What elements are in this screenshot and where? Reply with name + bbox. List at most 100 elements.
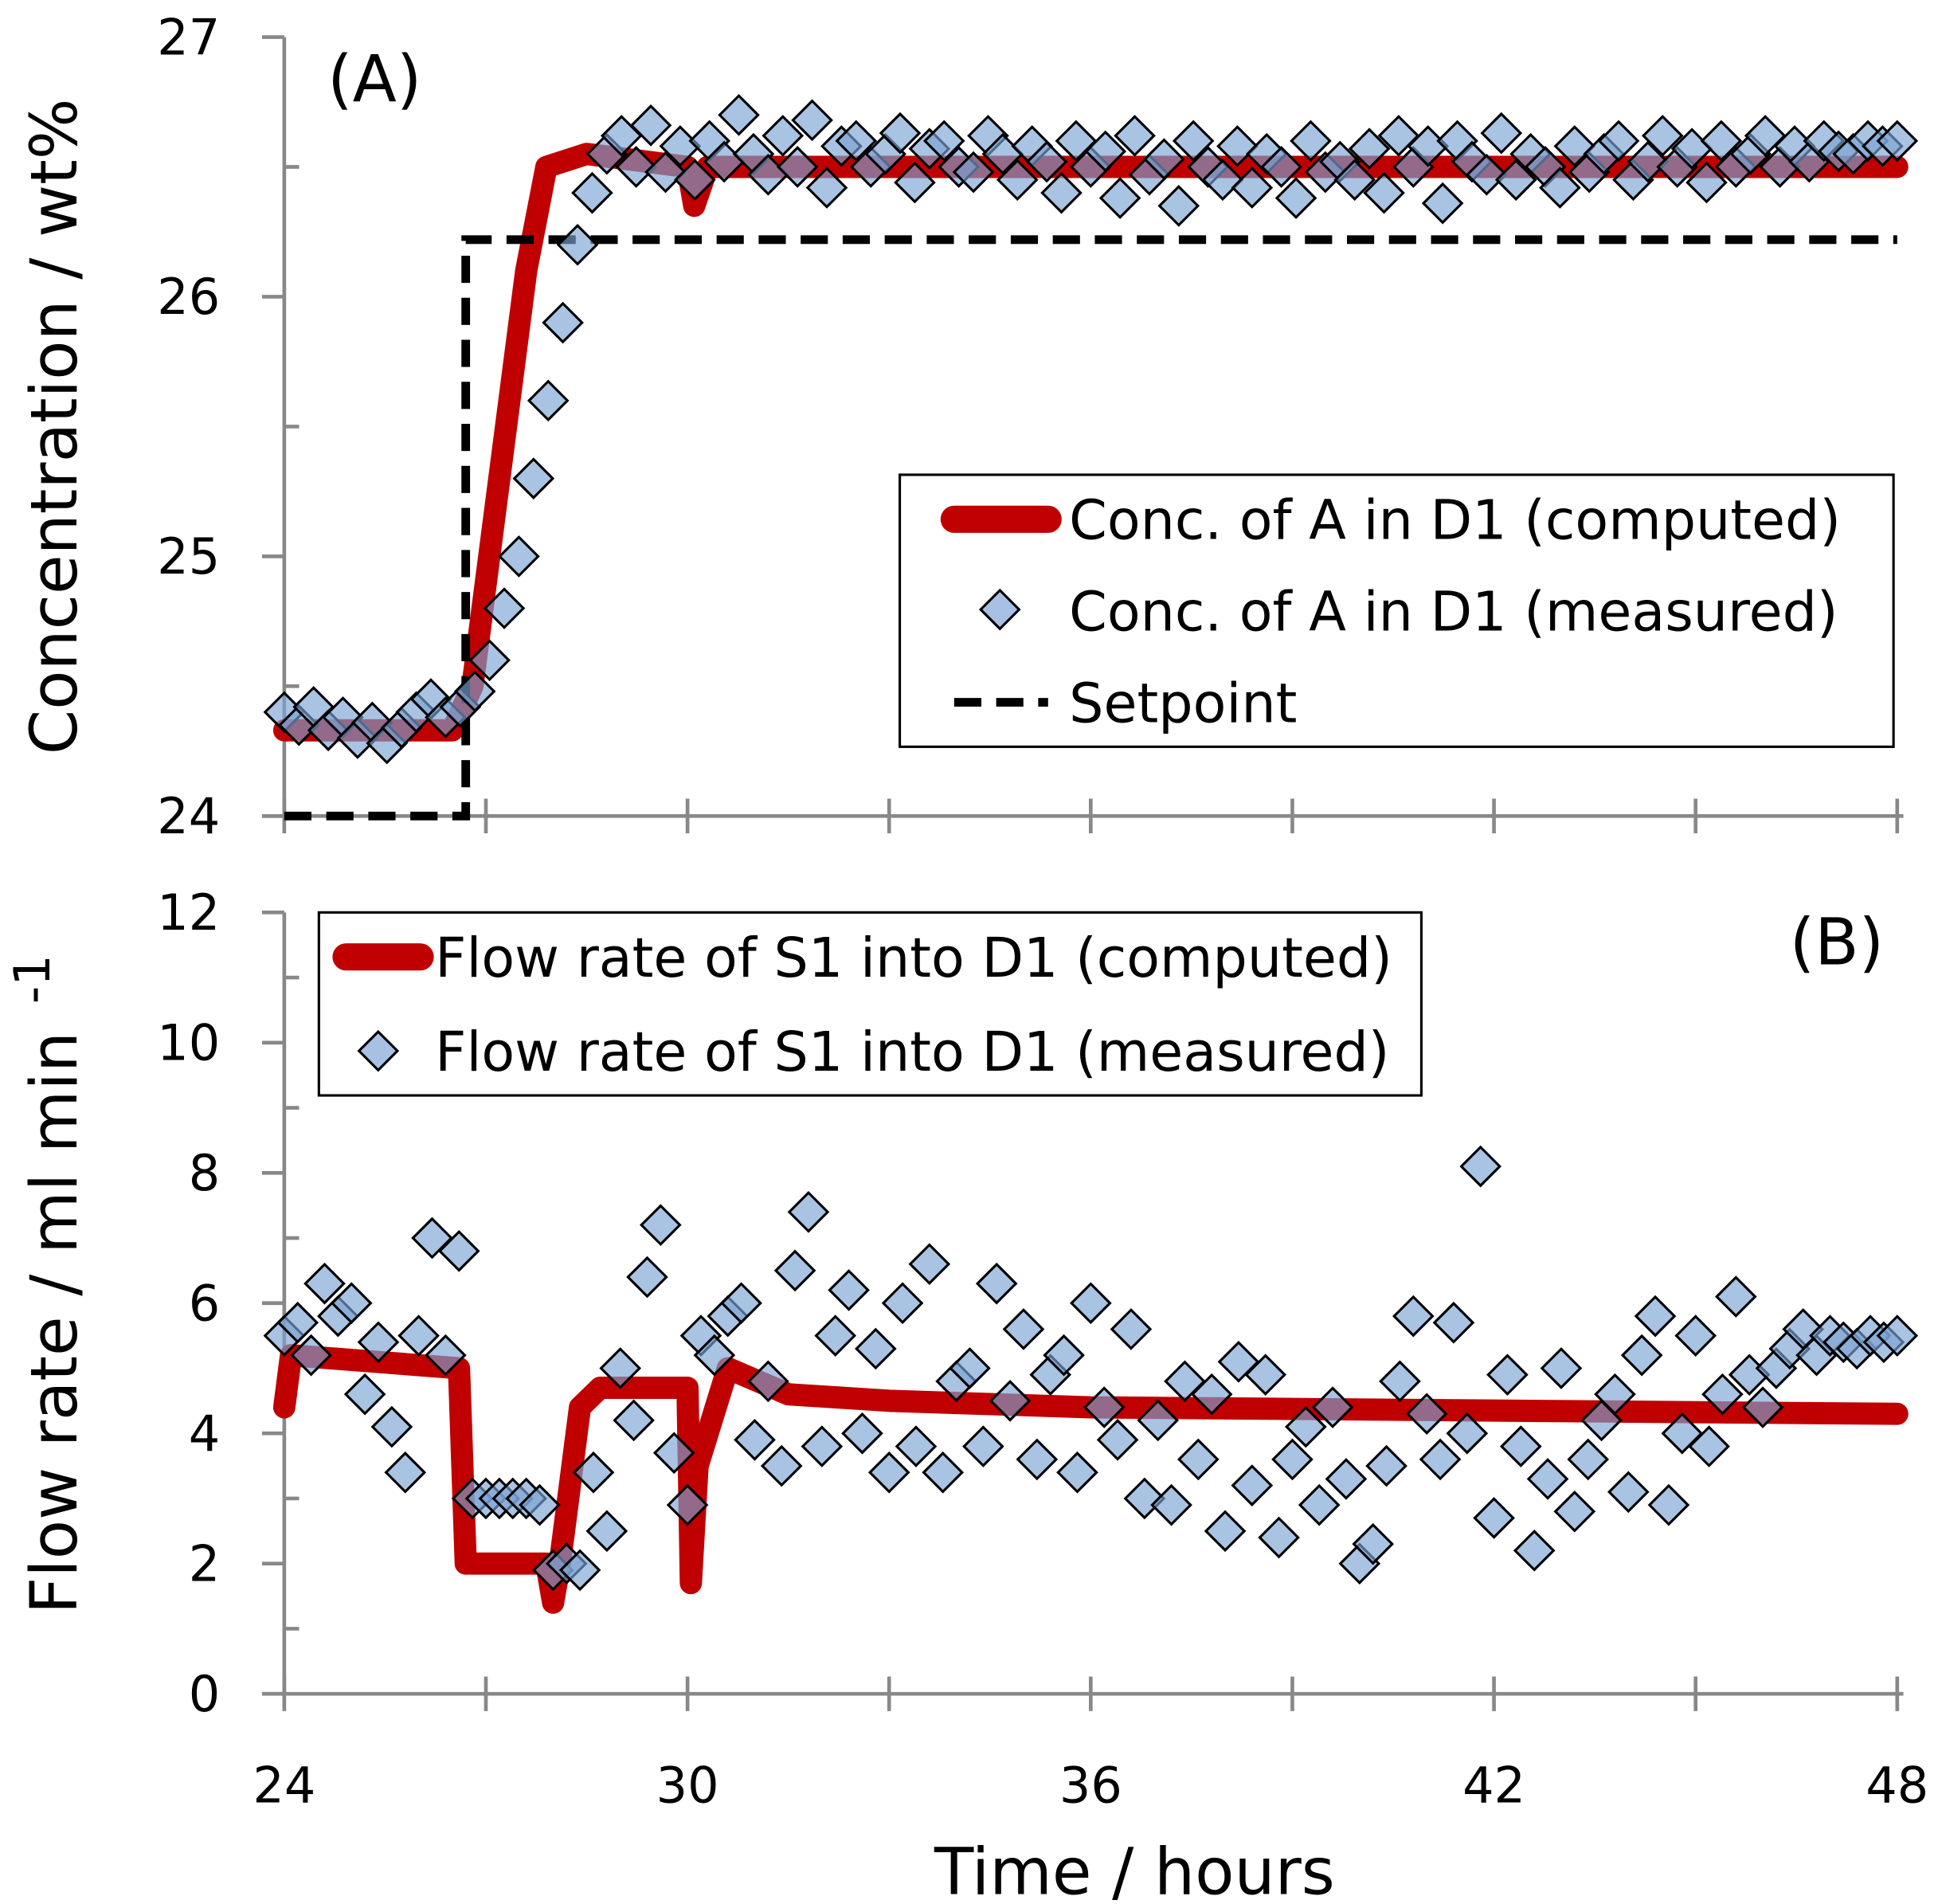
measured-point	[881, 1282, 924, 1325]
measured-point	[303, 1262, 346, 1305]
y-tick-label: 10	[157, 1014, 220, 1072]
measured-point	[1540, 1347, 1583, 1389]
measured-point	[1201, 159, 1244, 202]
measured-point	[644, 151, 687, 194]
measured-point	[1143, 138, 1185, 181]
panel-b-y-axis-label-group: Flow rate / ml min -1	[3, 954, 92, 1614]
measured-point	[1379, 1360, 1421, 1403]
measured-point	[760, 1444, 803, 1487]
measured-point	[1607, 1471, 1650, 1514]
measured-point	[867, 1451, 910, 1494]
legend-entry: Conc. of A in D1 (measured)	[1069, 581, 1838, 644]
measured-point	[468, 639, 511, 682]
panel-b-label: (B)	[1790, 906, 1884, 981]
measured-point	[1352, 1522, 1395, 1565]
measured-point	[519, 1483, 561, 1526]
panel-a: 24 25 26 27	[157, 8, 1919, 845]
measured-point	[1231, 167, 1274, 209]
measured-point	[1392, 1295, 1435, 1338]
measured-point	[1190, 1373, 1233, 1416]
measured-point	[397, 1314, 440, 1357]
y-tick-label: 4	[189, 1404, 220, 1463]
measured-point	[1177, 1438, 1220, 1481]
measured-point	[718, 93, 760, 136]
measured-point	[952, 151, 995, 194]
measured-point	[1419, 1438, 1462, 1481]
measured-point	[276, 1301, 319, 1344]
x-tick-label: 30	[656, 1757, 719, 1815]
measured-point	[1274, 177, 1317, 219]
legend-entry: Setpoint	[1069, 672, 1297, 735]
measured-point	[1526, 1458, 1569, 1500]
panel-a-y-axis-label: Concentration / wt%	[18, 99, 92, 755]
measured-point	[922, 119, 965, 163]
measured-point	[1480, 112, 1523, 155]
measured-point	[1499, 1425, 1542, 1467]
measured-point	[989, 1380, 1032, 1422]
measured-point	[1674, 1314, 1717, 1357]
measured-point	[1741, 1386, 1784, 1428]
measured-point	[1620, 1334, 1663, 1377]
measured-point	[879, 112, 922, 155]
panel-b-y-axis-label: Flow rate / ml min	[18, 1032, 92, 1614]
measured-point	[895, 1425, 938, 1467]
measured-point	[1701, 1373, 1744, 1416]
legend-box	[899, 473, 1895, 748]
measured-point	[975, 1262, 1018, 1305]
measured-point	[437, 1230, 480, 1272]
x-tick-label: 48	[1866, 1757, 1928, 1815]
measured-point	[1231, 1464, 1274, 1506]
measured-point	[1494, 159, 1537, 202]
measured-point	[1172, 119, 1215, 163]
measured-point	[1040, 171, 1083, 214]
measured-point	[1714, 1275, 1757, 1318]
measured-point	[1685, 161, 1728, 204]
measured-point	[1083, 1386, 1126, 1428]
measured-point	[1627, 140, 1670, 183]
measured-point	[1298, 1483, 1341, 1526]
measured-point	[498, 535, 540, 578]
measured-point	[922, 1451, 965, 1494]
measured-point	[1157, 185, 1200, 227]
measured-point	[693, 1334, 736, 1377]
measured-point	[1216, 125, 1259, 167]
measured-point	[1110, 1308, 1153, 1350]
measured-point	[1271, 1438, 1314, 1481]
measured-point	[791, 99, 833, 142]
measured-point	[1486, 1354, 1529, 1397]
measured-point	[1539, 167, 1581, 209]
y-tick-label: 2	[189, 1534, 220, 1593]
measured-point	[629, 104, 672, 147]
measured-point	[1553, 1490, 1596, 1533]
measured-point	[1348, 127, 1391, 170]
measured-point	[855, 1327, 897, 1370]
measured-point	[666, 1483, 709, 1526]
measured-point	[835, 119, 878, 163]
measured-point	[425, 1334, 467, 1377]
measured-point	[908, 1243, 951, 1286]
measured-point	[1647, 1483, 1690, 1526]
measured-point	[747, 153, 789, 196]
measured-point	[1365, 1444, 1407, 1487]
measured-point	[814, 1314, 857, 1357]
legend-measured-swatch	[978, 588, 1021, 631]
measured-point	[652, 1432, 695, 1475]
measured-point	[1446, 1412, 1489, 1455]
measured-point	[1137, 1399, 1180, 1442]
measured-point	[527, 379, 570, 422]
measured-point	[613, 1399, 655, 1442]
measured-point	[558, 1549, 601, 1592]
legend-box	[317, 911, 1423, 1097]
measured-point	[1333, 159, 1376, 202]
measured-point	[1594, 1373, 1636, 1416]
measured-point	[659, 125, 702, 167]
measured-point	[1084, 130, 1127, 173]
y-tick-label: 25	[157, 527, 220, 586]
measured-point	[1473, 1497, 1515, 1539]
measured-point	[949, 1347, 991, 1389]
y-tick-label: 26	[157, 268, 220, 326]
x-tick-label: 42	[1462, 1757, 1525, 1815]
measured-point	[1290, 119, 1332, 163]
measured-point	[734, 1419, 776, 1461]
measured-point	[773, 1249, 816, 1292]
